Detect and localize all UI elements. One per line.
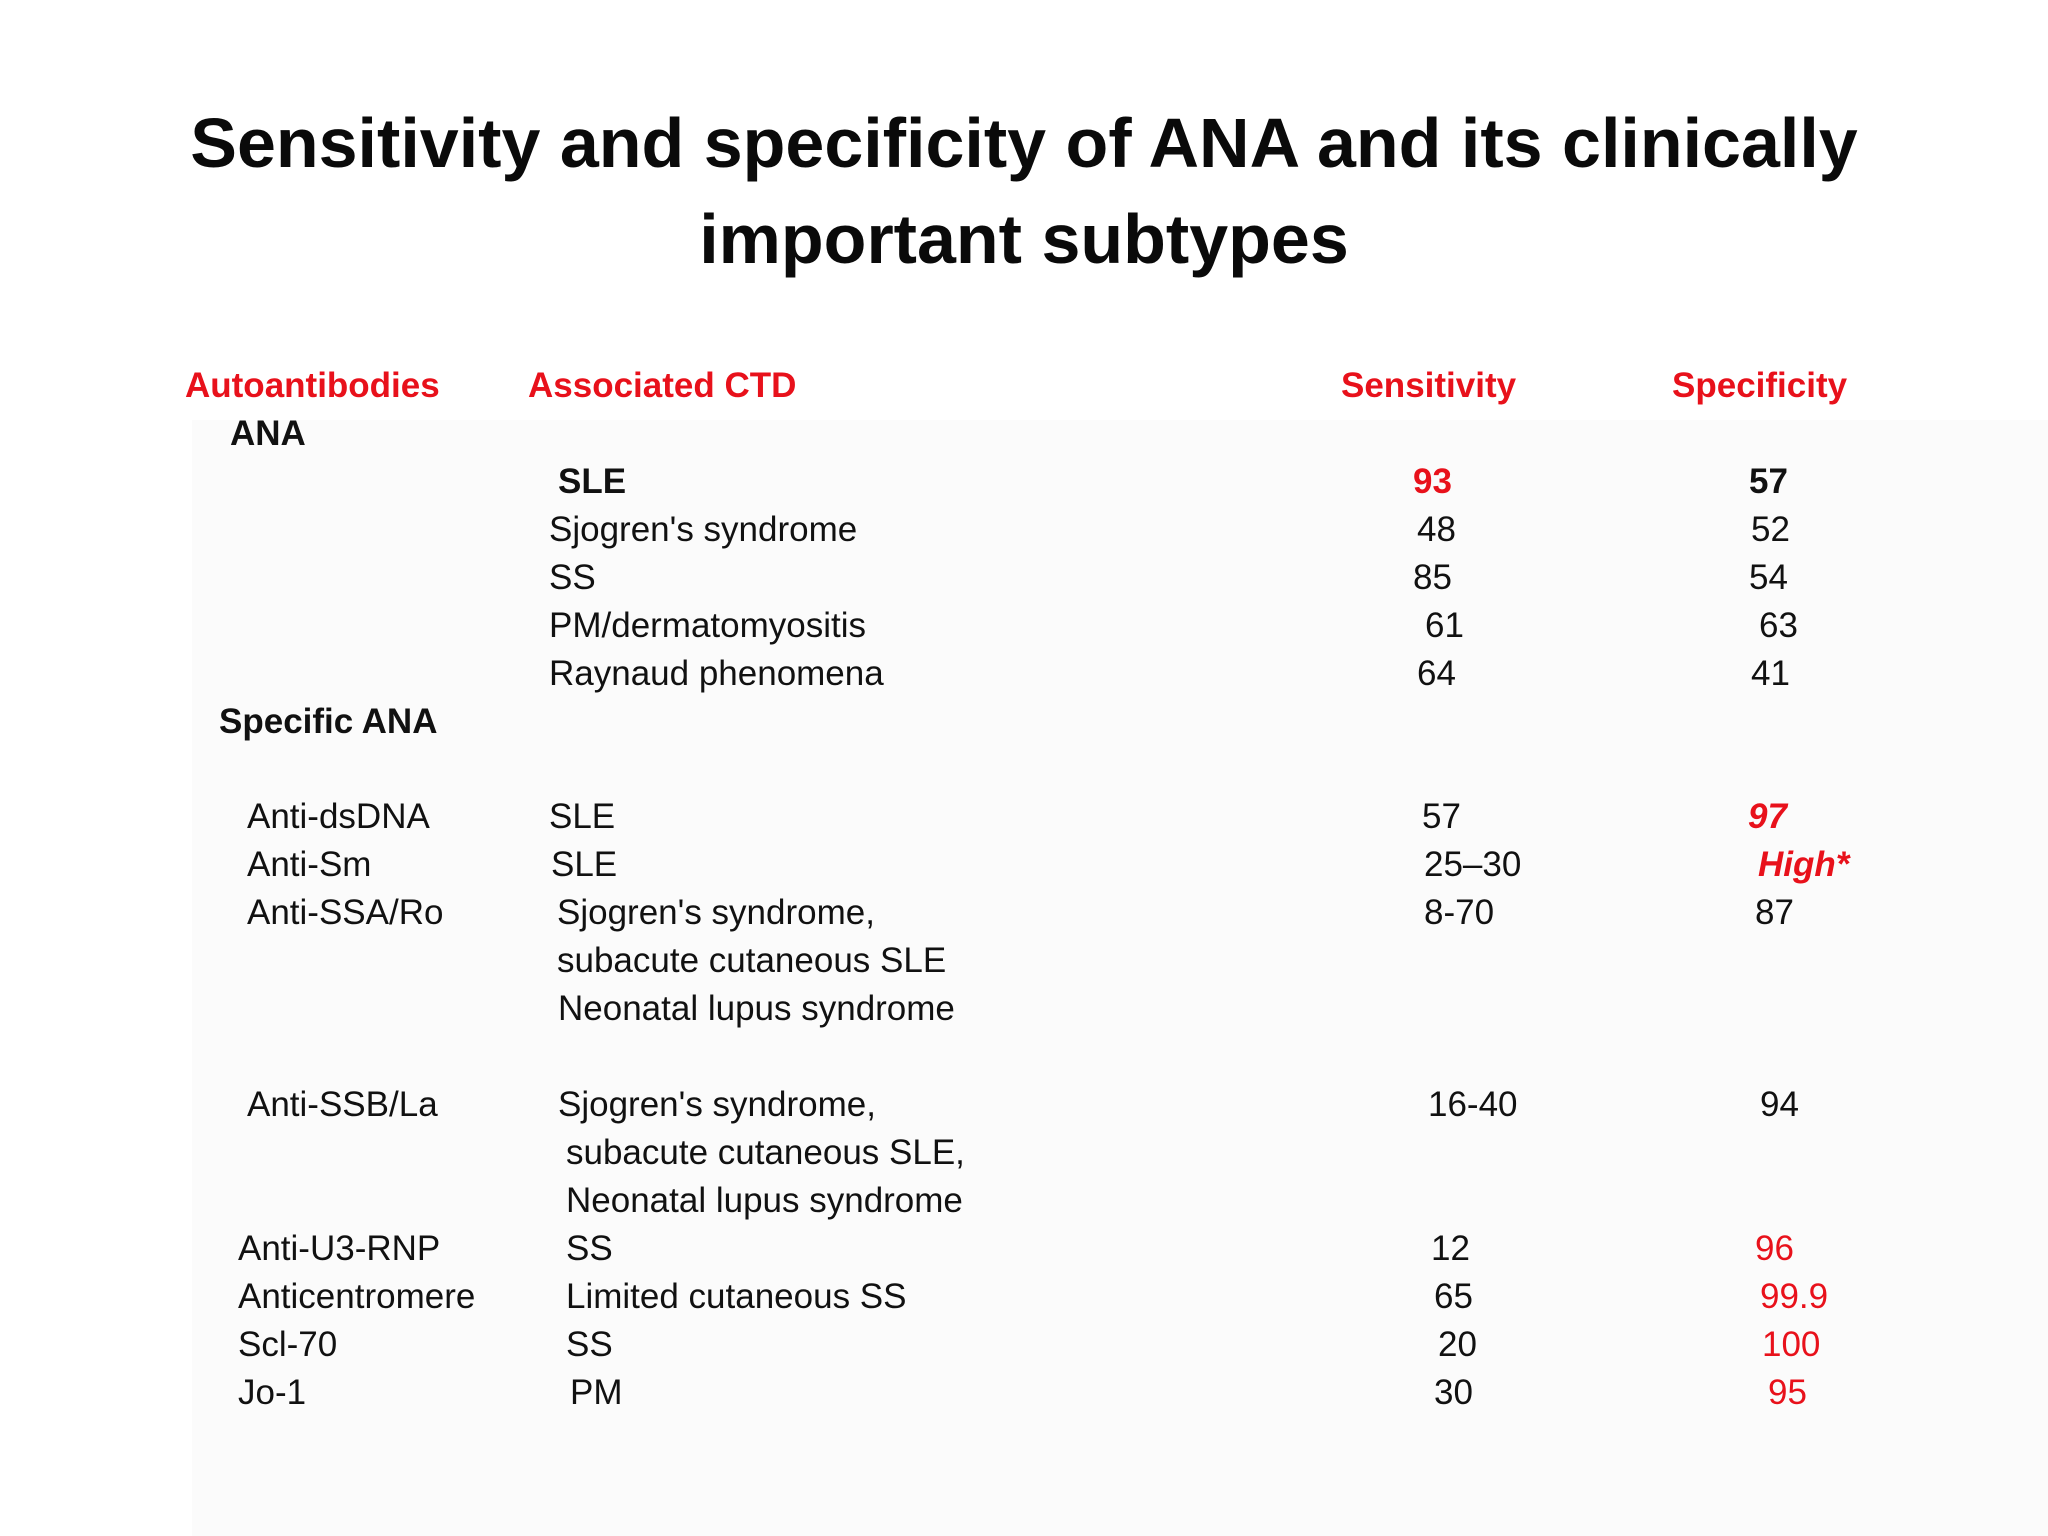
ana-row-ctd: PM/dermatomyositis: [549, 606, 867, 645]
specific-row-ctd: SLE: [551, 845, 618, 884]
specific-row-sensitivity: 16-40: [1428, 1085, 1518, 1124]
specific-row-sensitivity: 57: [1422, 797, 1461, 836]
specific-row-ctd: subacute cutaneous SLE,: [566, 1133, 965, 1172]
ana-row-ctd: Sjogren's syndrome: [549, 510, 858, 549]
specific-row-sensitivity: 12: [1431, 1229, 1470, 1268]
specific-row-specificity: High*: [1758, 845, 1850, 884]
ana-row-ctd: SLE: [558, 462, 627, 501]
specific-row-specificity: 100: [1762, 1325, 1821, 1364]
specific-row-ctd: SS: [566, 1229, 613, 1268]
specific-row-ctd: Neonatal lupus syndrome: [566, 1181, 963, 1220]
ana-row-specificity: 52: [1751, 510, 1790, 549]
slide-title: Sensitivity and specificity of ANA and i…: [0, 95, 2048, 287]
specific-row-antibody: Jo-1: [238, 1373, 307, 1412]
specific-row-specificity: 99.9: [1760, 1277, 1829, 1316]
ana-row-sensitivity: 93: [1413, 462, 1452, 501]
specific-row-sensitivity: 65: [1434, 1277, 1473, 1316]
specific-row-sensitivity: 25–30: [1424, 845, 1522, 884]
ana-row-sensitivity: 61: [1425, 606, 1464, 645]
ana-row-ctd: SS: [549, 558, 596, 597]
specific-row-ctd: subacute cutaneous SLE: [557, 941, 947, 980]
title-line-1: Sensitivity and specificity of ANA and i…: [190, 104, 1858, 182]
specific-row-sensitivity: 30: [1434, 1373, 1473, 1412]
ana-row-specificity: 41: [1751, 654, 1790, 693]
specific-row-antibody: Anti-U3-RNP: [238, 1229, 441, 1268]
specific-row-antibody: Anti-dsDNA: [247, 797, 430, 836]
ana-row-specificity: 63: [1759, 606, 1798, 645]
header-associated-ctd: Associated CTD: [528, 366, 797, 405]
ana-row-sensitivity: 48: [1417, 510, 1456, 549]
specific-row-ctd: Neonatal lupus syndrome: [558, 989, 955, 1028]
specific-row-specificity: 87: [1755, 893, 1794, 932]
specific-row-specificity: 94: [1760, 1085, 1799, 1124]
specific-row-ctd: SS: [566, 1325, 613, 1364]
ana-row-sensitivity: 85: [1413, 558, 1452, 597]
specific-row-antibody: Anti-Sm: [247, 845, 372, 884]
specific-row-antibody: Anti-SSB/La: [247, 1085, 438, 1124]
specific-row-ctd: PM: [570, 1373, 623, 1412]
ana-row-specificity: 57: [1749, 462, 1788, 501]
specific-row-antibody: Anti-SSA/Ro: [247, 893, 444, 932]
specific-row-ctd: Limited cutaneous SS: [566, 1277, 907, 1316]
specific-row-sensitivity: 20: [1438, 1325, 1477, 1364]
slide-background: [192, 420, 2048, 1536]
ana-row-ctd: Raynaud phenomena: [549, 654, 884, 693]
ana-row-sensitivity: 64: [1417, 654, 1456, 693]
section-label-ana: ANA: [230, 414, 306, 453]
specific-row-sensitivity: 8-70: [1424, 893, 1495, 932]
specific-row-antibody: Scl-70: [238, 1325, 338, 1364]
title-line-2: important subtypes: [699, 200, 1349, 278]
header-specificity: Specificity: [1672, 366, 1848, 405]
section-label-specific-ana: Specific ANA: [219, 702, 438, 741]
specific-row-ctd: Sjogren's syndrome,: [558, 1085, 876, 1124]
specific-row-specificity: 97: [1748, 797, 1787, 836]
specific-row-ctd: Sjogren's syndrome,: [557, 893, 875, 932]
specific-row-ctd: SLE: [549, 797, 616, 836]
specific-row-antibody: Anticentromere: [238, 1277, 476, 1316]
header-sensitivity: Sensitivity: [1341, 366, 1517, 405]
specific-row-specificity: 96: [1755, 1229, 1794, 1268]
specific-row-specificity: 95: [1768, 1373, 1807, 1412]
ana-row-specificity: 54: [1749, 558, 1788, 597]
header-autoantibodies: Autoantibodies: [185, 366, 440, 405]
